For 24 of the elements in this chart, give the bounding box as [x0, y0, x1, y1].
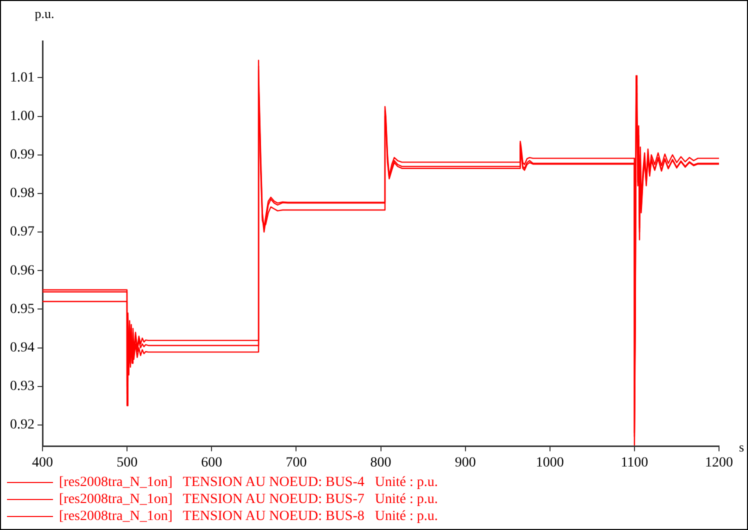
x-tick-label: 1200 [705, 455, 733, 470]
y-tick-label: 0.98 [10, 186, 34, 202]
x-tick-label: 700 [286, 455, 307, 470]
x-tick-label: 400 [32, 455, 53, 470]
y-tick-label: 0.97 [10, 224, 34, 240]
y-tick-label: 0.95 [10, 302, 34, 317]
y-tick-label: 0.96 [10, 263, 34, 278]
legend-label: [res2008tra_N_1on] TENSION AU NOEUD: BUS-8 Unité : p.u. [59, 508, 438, 524]
y-tick-label: 1.01 [10, 70, 34, 86]
legend-label: [res2008tra_N_1on] TENSION AU NOEUD: BUS-4 Unité : p.u. [59, 474, 438, 490]
x-axis-title: s [739, 440, 744, 455]
x-tick-label: 1100 [620, 455, 648, 470]
legend-label: [res2008tra_N_1on] TENSION AU NOEUD: BUS-7 Unité : p.u. [59, 492, 438, 508]
y-tick-label: 0.92 [10, 418, 34, 433]
x-tick-label: 1000 [536, 455, 564, 470]
x-tick-label: 600 [201, 455, 222, 470]
x-tick-label: 800 [370, 455, 392, 470]
x-tick-label: 500 [116, 455, 138, 470]
y-tick-label: 0.94 [10, 340, 34, 356]
y-axis-title: p.u. [34, 6, 54, 21]
y-tick-label: 0.93 [10, 379, 34, 394]
x-tick-label: 900 [454, 455, 476, 470]
y-tick-label: 0.99 [10, 148, 34, 163]
y-tick-label: 1.00 [10, 108, 34, 124]
